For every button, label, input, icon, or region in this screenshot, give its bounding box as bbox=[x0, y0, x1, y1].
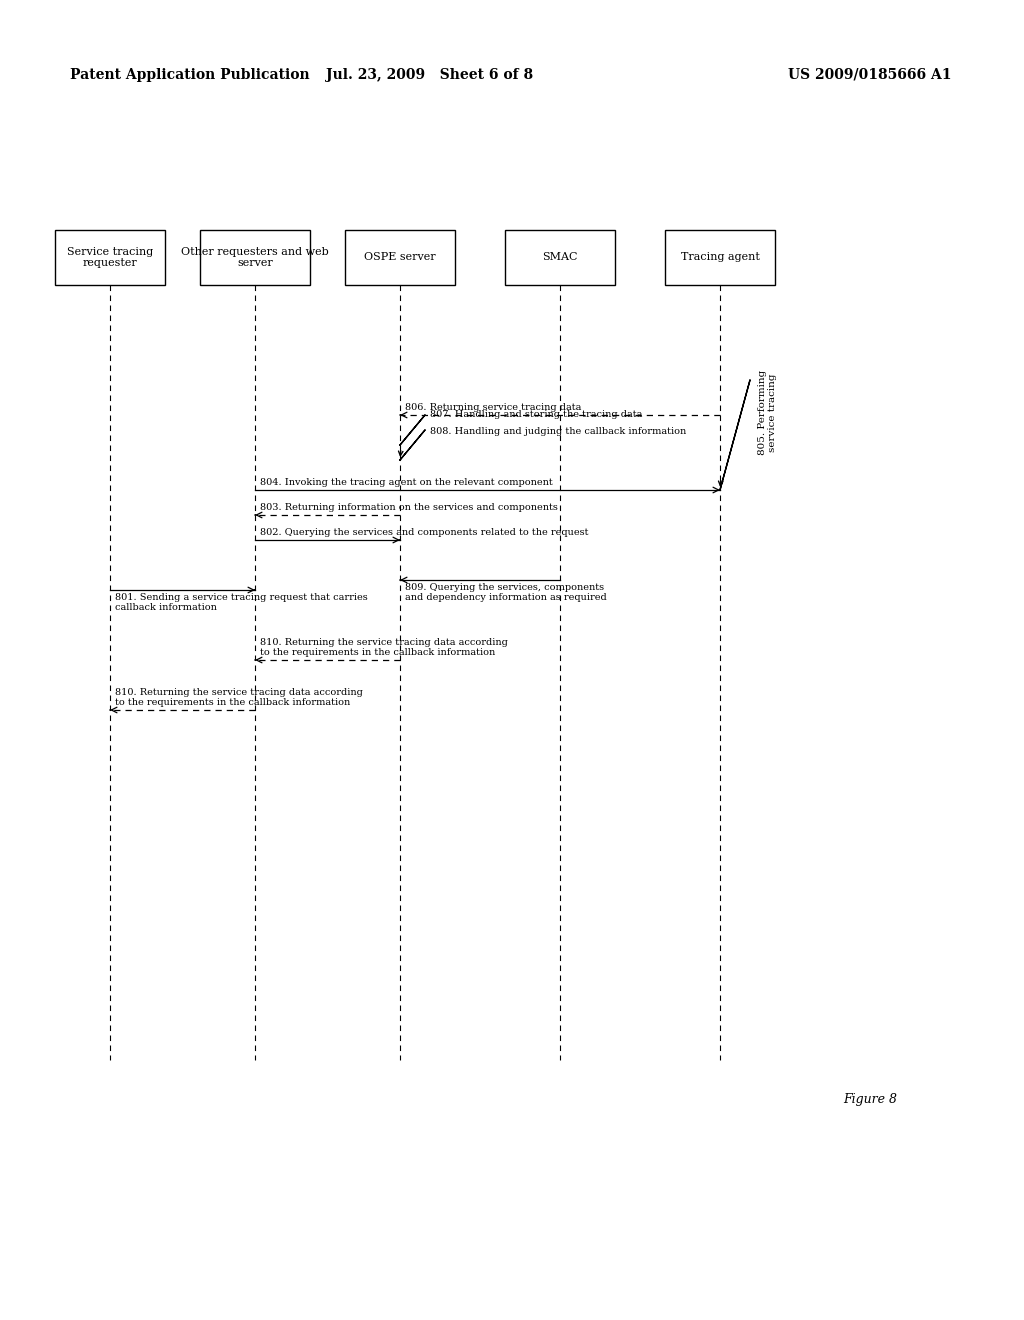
Bar bbox=[665, 230, 775, 285]
Text: 806. Returning service tracing data: 806. Returning service tracing data bbox=[406, 403, 582, 412]
Text: 810. Returning the service tracing data according
to the requirements in the cal: 810. Returning the service tracing data … bbox=[115, 688, 362, 708]
Text: 804. Invoking the tracing agent on the relevant component: 804. Invoking the tracing agent on the r… bbox=[260, 478, 553, 487]
Text: OSPE server: OSPE server bbox=[365, 252, 436, 263]
Bar bbox=[55, 230, 165, 285]
Text: Patent Application Publication: Patent Application Publication bbox=[70, 69, 309, 82]
Text: Other requesters and web
server: Other requesters and web server bbox=[181, 247, 329, 268]
Text: US 2009/0185666 A1: US 2009/0185666 A1 bbox=[788, 69, 951, 82]
Text: 802. Querying the services and components related to the request: 802. Querying the services and component… bbox=[260, 528, 589, 537]
Text: Tracing agent: Tracing agent bbox=[681, 252, 760, 263]
Text: Figure 8: Figure 8 bbox=[843, 1093, 897, 1106]
Bar bbox=[200, 230, 310, 285]
Text: 805. Performing
service tracing: 805. Performing service tracing bbox=[758, 370, 777, 455]
Text: 808. Handling and judging the callback information: 808. Handling and judging the callback i… bbox=[430, 426, 686, 436]
Bar bbox=[345, 230, 455, 285]
Bar bbox=[505, 230, 615, 285]
Text: SMAC: SMAC bbox=[543, 252, 578, 263]
Text: 809. Querying the services, components
and dependency information as required: 809. Querying the services, components a… bbox=[406, 583, 607, 602]
Text: 803. Returning information on the services and components: 803. Returning information on the servic… bbox=[260, 503, 558, 512]
Text: Service tracing
requester: Service tracing requester bbox=[67, 247, 154, 268]
Text: 810. Returning the service tracing data according
to the requirements in the cal: 810. Returning the service tracing data … bbox=[260, 638, 508, 657]
Text: 801. Sending a service tracing request that carries
callback information: 801. Sending a service tracing request t… bbox=[115, 593, 368, 612]
Text: Jul. 23, 2009   Sheet 6 of 8: Jul. 23, 2009 Sheet 6 of 8 bbox=[327, 69, 534, 82]
Text: 807. Handling and storing the tracing data: 807. Handling and storing the tracing da… bbox=[430, 411, 642, 418]
